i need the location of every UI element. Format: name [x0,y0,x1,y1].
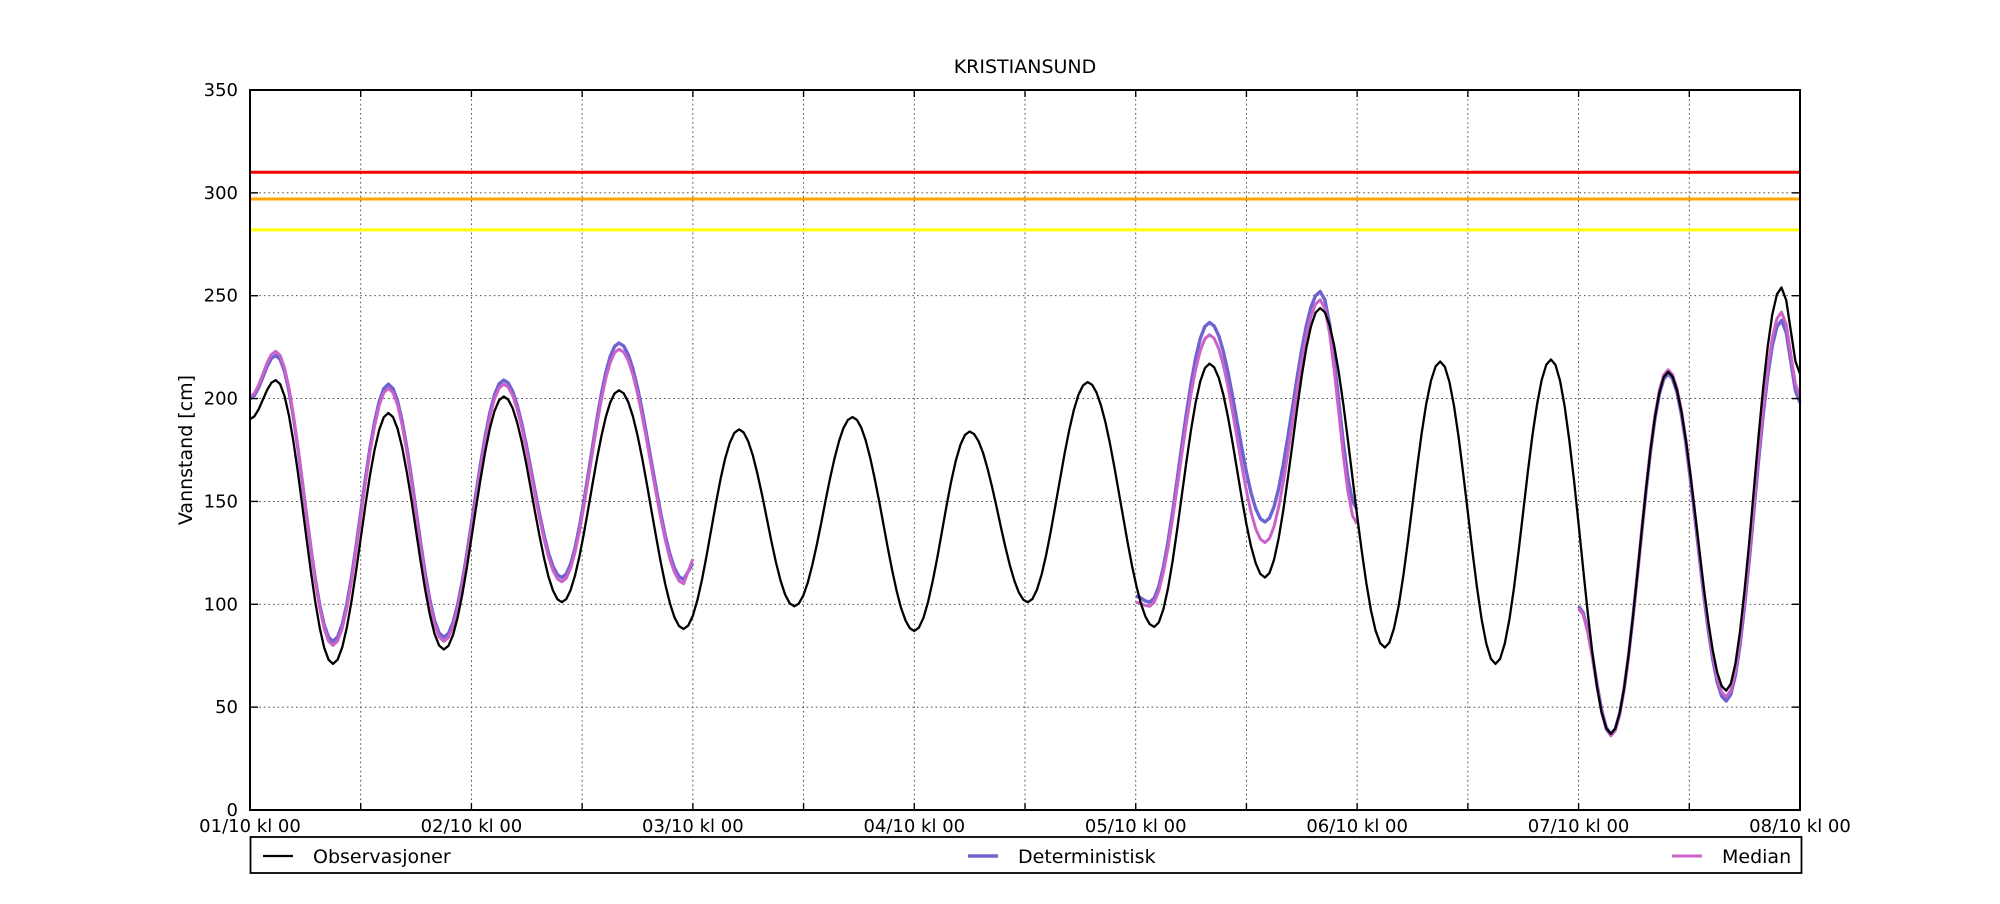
y-tick-label: 0 [227,800,238,821]
legend-label: Observasjoner [313,846,451,868]
x-tick-label: 06/10 kl 00 [1306,816,1408,837]
tick-labels: 0 50 100 150 200 250 300 350 01/10 kl 00 02/10 kl… [199,80,1851,837]
data-series [249,286,1802,738]
y-tick-label: 50 [215,697,238,718]
legend-label: Median [1722,846,1791,868]
legend-label: Deterministisk [1018,846,1156,868]
legend-box [249,836,1803,874]
series-line-observasjoner [249,286,1802,736]
y-tick-label: 300 [204,183,238,204]
x-tick-label: 05/10 kl 00 [1085,816,1187,837]
y-tick-label: 350 [204,80,238,101]
x-tick-label: 01/10 kl 00 [199,816,301,837]
x-tick-label: 02/10 kl 00 [421,816,523,837]
y-tick-label: 150 [204,491,238,512]
legend: Observasjoner Deterministisk Median [249,836,1803,874]
threshold-lines [250,170,1799,232]
y-axis-label: Vannstand [cm] [175,375,197,525]
chart-title: KRISTIANSUND [954,56,1097,78]
x-tick-label: 07/10 kl 00 [1528,816,1630,837]
x-tick-label: 08/10 kl 00 [1749,816,1851,837]
series-line-median [249,347,695,647]
axes-and-ticks [249,89,1801,811]
series-line-median [1135,298,1359,608]
y-tick-label: 200 [204,389,238,410]
x-tick-label: 04/10 kl 00 [863,816,965,837]
x-tick-label: 03/10 kl 00 [642,816,744,837]
y-tick-label: 100 [204,594,238,615]
y-tick-label: 250 [204,286,238,307]
